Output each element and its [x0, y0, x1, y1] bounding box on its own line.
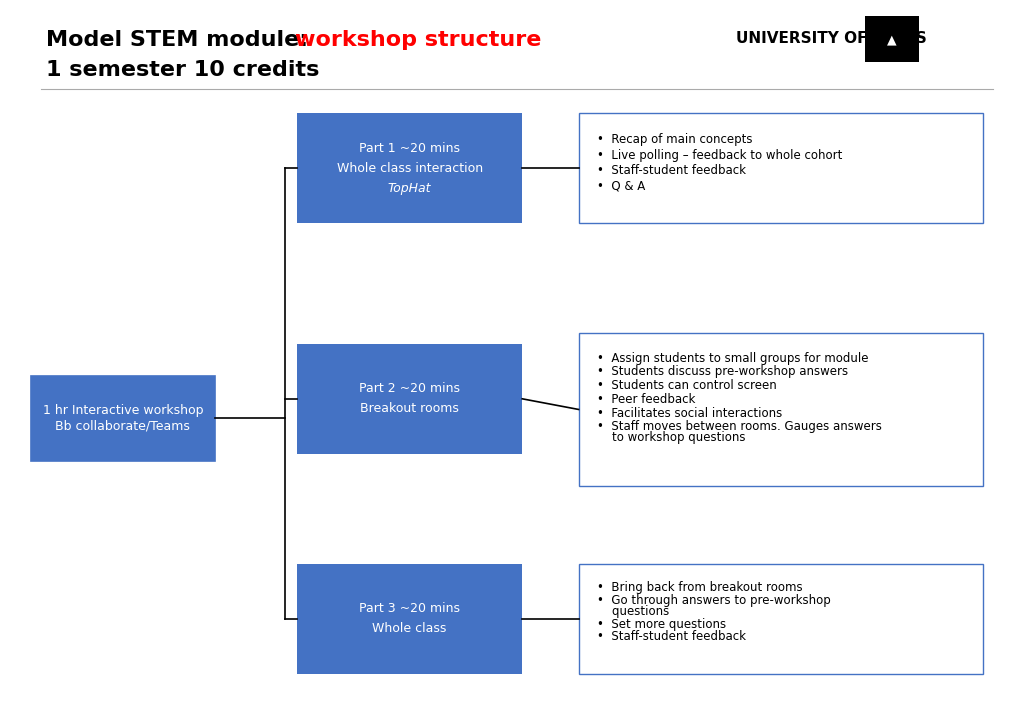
- Text: to workshop questions: to workshop questions: [597, 431, 745, 444]
- Text: UNIVERSITY OF LEEDS: UNIVERSITY OF LEEDS: [736, 31, 927, 47]
- Text: •  Students can control screen: • Students can control screen: [597, 379, 777, 392]
- Text: •  Students discuss pre-workshop answers: • Students discuss pre-workshop answers: [597, 365, 848, 379]
- Text: TopHat: TopHat: [388, 182, 431, 195]
- Text: workshop structure: workshop structure: [295, 30, 542, 50]
- Text: •  Q & A: • Q & A: [597, 180, 645, 193]
- FancyBboxPatch shape: [297, 344, 522, 454]
- Text: Part 3 ~20 mins: Part 3 ~20 mins: [359, 602, 460, 615]
- Text: •  Go through answers to pre-workshop: • Go through answers to pre-workshop: [597, 594, 830, 608]
- Text: •  Set more questions: • Set more questions: [597, 618, 726, 630]
- FancyBboxPatch shape: [579, 113, 983, 223]
- Text: •  Bring back from breakout rooms: • Bring back from breakout rooms: [597, 581, 803, 594]
- Text: Model STEM module:: Model STEM module:: [46, 30, 316, 50]
- Text: •  Facilitates social interactions: • Facilitates social interactions: [597, 406, 782, 420]
- FancyBboxPatch shape: [865, 16, 919, 62]
- Text: 1 semester 10 credits: 1 semester 10 credits: [46, 60, 319, 79]
- Text: •  Staff-student feedback: • Staff-student feedback: [597, 164, 746, 177]
- FancyBboxPatch shape: [579, 564, 983, 674]
- Text: •  Recap of main concepts: • Recap of main concepts: [597, 133, 753, 147]
- Text: 1 hr Interactive workshop
Bb collaborate/Teams: 1 hr Interactive workshop Bb collaborate…: [43, 404, 203, 432]
- FancyBboxPatch shape: [31, 376, 215, 461]
- Text: Whole class interaction: Whole class interaction: [337, 162, 482, 175]
- Text: ▲: ▲: [887, 33, 897, 46]
- Text: Part 2 ~20 mins: Part 2 ~20 mins: [359, 382, 460, 396]
- FancyBboxPatch shape: [579, 333, 983, 486]
- Text: Part 1 ~20 mins: Part 1 ~20 mins: [359, 142, 460, 155]
- FancyBboxPatch shape: [297, 113, 522, 223]
- Text: •  Staff-student feedback: • Staff-student feedback: [597, 630, 746, 644]
- FancyBboxPatch shape: [297, 564, 522, 674]
- Text: questions: questions: [597, 605, 670, 618]
- Text: •  Staff moves between rooms. Gauges answers: • Staff moves between rooms. Gauges answ…: [597, 420, 882, 433]
- Text: •  Live polling – feedback to whole cohort: • Live polling – feedback to whole cohor…: [597, 149, 843, 162]
- Text: Whole class: Whole class: [373, 622, 446, 635]
- Text: •  Assign students to small groups for module: • Assign students to small groups for mo…: [597, 352, 868, 364]
- Text: •  Peer feedback: • Peer feedback: [597, 393, 695, 406]
- Text: Breakout rooms: Breakout rooms: [360, 402, 459, 415]
